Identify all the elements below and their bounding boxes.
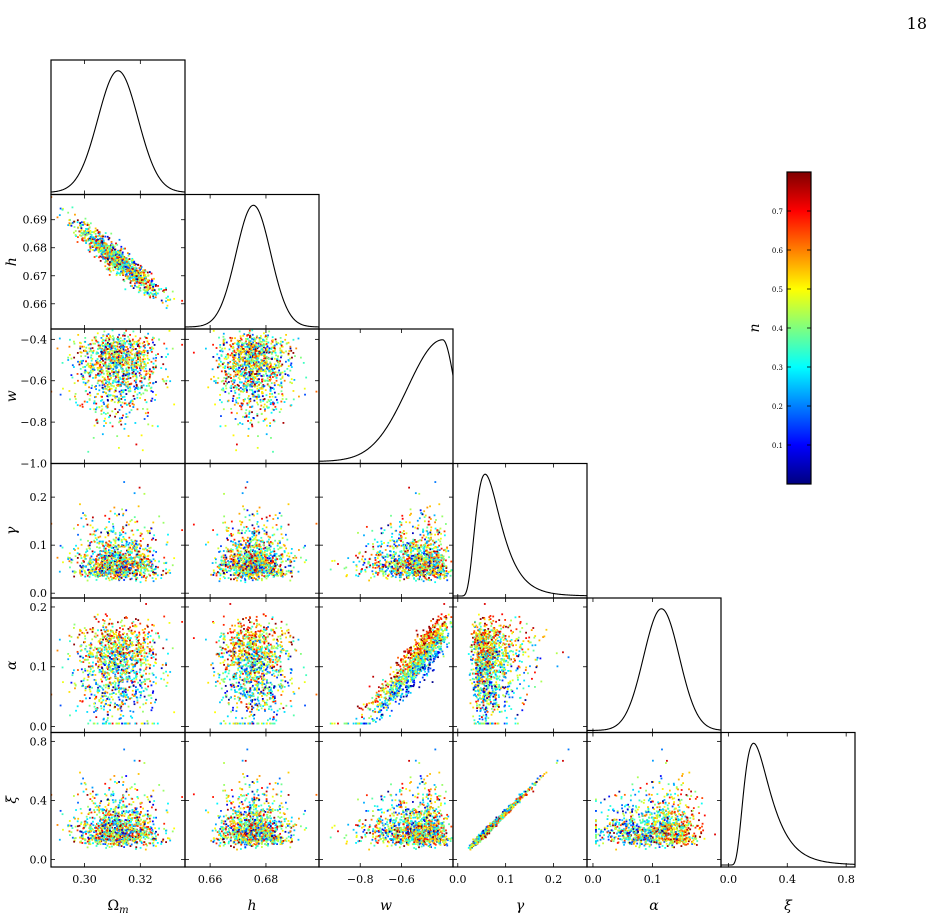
ytick-w: −0.8 <box>20 416 47 429</box>
xtick-h: 0.68 <box>254 873 279 886</box>
panel-gamma-vs-gamma <box>452 462 588 599</box>
xtick-xi: 0.8 <box>837 873 855 886</box>
colorbar-tick: 0.4 <box>772 325 784 333</box>
colorbar-tick: 0.1 <box>772 442 783 450</box>
panel-alpha-vs-w <box>318 597 454 734</box>
xlabel-h: h <box>247 898 256 914</box>
ytick-alpha: 0.0 <box>30 721 48 734</box>
xtick-xi: 0.0 <box>720 873 738 886</box>
panel-gamma-vs-w <box>318 462 454 599</box>
xtick-alpha: 0.0 <box>584 873 602 886</box>
colorbar-tick: 0.5 <box>772 286 783 294</box>
panel-w-vs-h <box>184 328 320 465</box>
panel-gamma-vs-omega_m <box>50 462 186 599</box>
marginal-omega_m-curve <box>51 70 185 193</box>
ytick-alpha: 0.1 <box>30 661 48 674</box>
panel-omega_m-vs-omega_m <box>50 59 186 196</box>
xtick-h: 0.66 <box>198 873 223 886</box>
ytick-h: 0.68 <box>23 242 48 255</box>
ytick-h: 0.66 <box>23 298 48 311</box>
xtick-alpha: 0.1 <box>644 873 662 886</box>
xlabel-gamma: γ <box>516 898 525 914</box>
ytick-gamma: 0.0 <box>30 587 48 600</box>
panel-gamma-vs-h <box>184 462 320 599</box>
panel-alpha-vs-omega_m <box>50 597 186 734</box>
xtick-w: −0.8 <box>347 873 374 886</box>
panel-alpha-vs-gamma <box>452 597 588 734</box>
ylabel-alpha: α <box>4 660 20 670</box>
xlabel-omega_m: Ωm <box>107 898 128 915</box>
xtick-omega_m: 0.30 <box>72 873 97 886</box>
panel-xi-vs-w <box>318 731 454 868</box>
panel-w-vs-w <box>318 328 454 465</box>
ylabel-w: w <box>4 390 20 402</box>
xtick-gamma: 0.2 <box>545 873 563 886</box>
ytick-h: 0.67 <box>23 270 48 283</box>
page-number: 18 <box>906 14 927 33</box>
xtick-w: −0.6 <box>388 873 415 886</box>
xlabel-xi: ξ <box>784 898 793 914</box>
panel-xi-vs-gamma <box>452 731 588 868</box>
ytick-gamma: 0.2 <box>30 491 48 504</box>
xlabel-w: w <box>380 898 392 914</box>
xtick-gamma: 0.0 <box>449 873 467 886</box>
colorbar-tick: 0.3 <box>772 364 783 372</box>
panel-xi-vs-alpha <box>586 731 722 868</box>
marginal-w-curve <box>319 339 453 462</box>
marginal-gamma-curve <box>453 473 587 597</box>
ytick-gamma: 0.1 <box>30 539 48 552</box>
xtick-gamma: 0.1 <box>497 873 515 886</box>
ytick-w: −0.6 <box>20 375 47 388</box>
colorbar: 0.1 0.2 0.3 0.4 0.5 0.6 0.7 n <box>747 171 812 485</box>
marginal-h-curve <box>185 204 319 328</box>
panel-alpha-vs-alpha <box>586 597 722 734</box>
ytick-h: 0.69 <box>23 214 48 227</box>
panel-h-vs-omega_m <box>50 193 186 330</box>
ylabel-h: h <box>4 257 20 266</box>
xtick-xi: 0.4 <box>779 873 797 886</box>
ytick-w: −1.0 <box>20 458 47 471</box>
ylabel-xi: ξ <box>4 795 20 804</box>
panel-xi-vs-omega_m <box>50 731 186 868</box>
panel-alpha-vs-h <box>184 597 320 734</box>
marginal-xi-curve <box>721 742 855 866</box>
ytick-alpha: 0.2 <box>30 601 48 614</box>
panel-h-vs-h <box>184 193 320 330</box>
marginal-alpha-curve <box>587 608 721 732</box>
ytick-xi: 0.4 <box>30 794 48 807</box>
panel-w-vs-omega_m <box>50 328 186 465</box>
xlabel-alpha: α <box>649 898 659 914</box>
ytick-xi: 0.0 <box>30 854 48 867</box>
colorbar-label: n <box>747 323 763 332</box>
colorbar-tick: 0.2 <box>772 403 783 411</box>
ylabel-gamma: γ <box>4 526 20 535</box>
ytick-w: −0.4 <box>20 333 47 346</box>
ytick-xi: 0.8 <box>30 735 48 748</box>
panel-xi-vs-xi <box>720 731 856 868</box>
panel-xi-vs-h <box>184 731 320 868</box>
colorbar-tick: 0.6 <box>772 247 784 255</box>
xtick-omega_m: 0.32 <box>128 873 153 886</box>
colorbar-tick: 0.7 <box>772 208 783 216</box>
